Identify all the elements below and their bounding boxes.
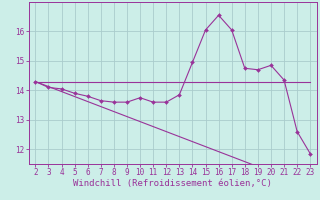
X-axis label: Windchill (Refroidissement éolien,°C): Windchill (Refroidissement éolien,°C)	[73, 179, 272, 188]
